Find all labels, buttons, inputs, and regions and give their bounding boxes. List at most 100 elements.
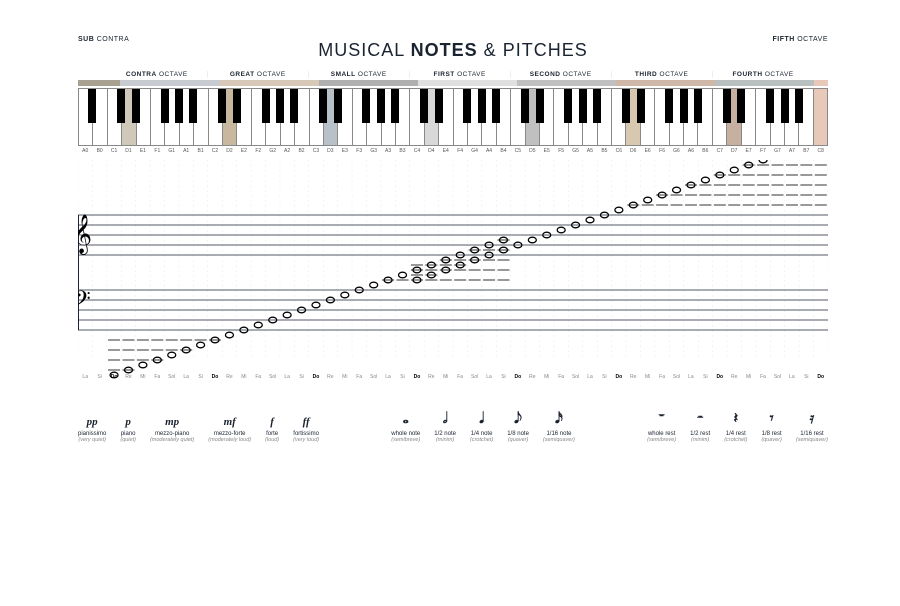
key-label: A4 [482,148,496,154]
black-key [175,89,183,123]
legend-item: 𝅝 whole note (semibreve) [391,410,420,443]
key-name-row: A0B0C1D1E1F1G1A1B1C2D2E2F2G2A2B2C3D3E3F3… [78,148,828,154]
colorbar-seg [814,80,828,86]
solfege-label: Fa [453,374,467,380]
solfege-label: Si [698,374,712,380]
key-label: E4 [439,148,453,154]
solfege-label: Fa [756,374,770,380]
octave-colorbar [78,80,828,86]
solfege-label: Do [410,374,424,380]
black-key [334,89,342,123]
key-label: G2 [265,148,279,154]
legend-item: ff fortissimo (very loud) [293,410,319,443]
solfege-label: Re [626,374,640,380]
key-label: F1 [150,148,164,154]
key-label: A5 [583,148,597,154]
solfege-label: Do [107,374,121,380]
legend-item: f forte (loud) [265,410,279,443]
key-label: C6 [612,148,626,154]
key-label: C5 [511,148,525,154]
black-key [694,89,702,123]
solfege-label: Sol [568,374,582,380]
staff-svg: 𝄞𝄢 [78,160,828,380]
legend-item: 𝄽 1/4 rest (crotchet) [724,410,747,443]
black-key [362,89,370,123]
key-label: F4 [453,148,467,154]
solfege-label: Sol [669,374,683,380]
key-label: C4 [410,148,424,154]
key-label: B7 [799,148,813,154]
key-label: D6 [626,148,640,154]
key-label: G7 [770,148,784,154]
legend-item: mp mezzo-piano (moderately quiet) [150,410,194,443]
octave-label: FIRST OCTAVE [410,71,511,78]
solfege-label: Do [309,374,323,380]
solfege-label: Do [814,374,828,380]
key-label: B4 [496,148,510,154]
solfege-label: La [785,374,799,380]
black-key [161,89,169,123]
key-label: E1 [136,148,150,154]
octave-labels: CONTRA OCTAVEGREAT OCTAVESMALL OCTAVEFIR… [78,71,828,78]
page-title: MUSICAL NOTES & PITCHES [78,40,828,61]
black-key [319,89,327,123]
solfege-label: Mi [237,374,251,380]
rests-group: 𝄻 whole rest (semibreve) 𝄼 1/2 rest (min… [647,410,828,443]
key-label: B3 [395,148,409,154]
colorbar-seg [616,80,715,86]
solfege-label: Re [525,374,539,380]
dynamics-group: pp pianissimo (very quiet) p piano (quie… [78,410,319,443]
black-key [132,89,140,123]
legend-item: 𝅘𝅥 1/4 note (crotchet) [470,410,493,443]
key-label: C1 [107,148,121,154]
legend-item: pp pianissimo (very quiet) [78,410,106,443]
solfege-label: Do [612,374,626,380]
colorbar-seg [517,80,616,86]
legend-item: 𝅘𝅥𝅯 1/16 note (semiquaver) [543,410,575,443]
key-label: A6 [684,148,698,154]
solfege-label: La [78,374,92,380]
solfege-label: Fa [150,374,164,380]
solfege-label: Re [222,374,236,380]
colorbar-seg [418,80,517,86]
solfege-label: La [684,374,698,380]
solfege-label: Do [713,374,727,380]
solfege-label: Fa [655,374,669,380]
black-key [637,89,645,123]
black-key [579,89,587,123]
key-label: D2 [222,148,236,154]
key-label: A2 [280,148,294,154]
colorbar-seg [220,80,319,86]
key-label: B2 [294,148,308,154]
black-key [88,89,96,123]
solfege-label: Si [395,374,409,380]
key-label: D3 [323,148,337,154]
colorbar-seg [120,80,219,86]
black-key [478,89,486,123]
solfege-label: Sol [467,374,481,380]
solfege-label: Si [799,374,813,380]
solfege-label: La [482,374,496,380]
key-label: G3 [366,148,380,154]
legend-item: 𝅘𝅥𝅮 1/8 note (quaver) [507,410,529,443]
key-label: E5 [540,148,554,154]
solfege-label: Fa [352,374,366,380]
solfege-label: Si [294,374,308,380]
note-values-group: 𝅝 whole note (semibreve) 𝅗𝅥 1/2 note (mi… [391,410,575,443]
solfege-label: Sol [265,374,279,380]
solfege-label: La [179,374,193,380]
solfege-label: Si [193,374,207,380]
key-label: A0 [78,148,92,154]
key-label: E3 [338,148,352,154]
key-label: E2 [237,148,251,154]
solfege-label: Re [121,374,135,380]
solfege-label: Fa [554,374,568,380]
key-label: F2 [251,148,265,154]
white-key [814,89,828,145]
black-key [276,89,284,123]
key-label: A3 [381,148,395,154]
octave-label: THIRD OCTAVE [612,71,713,78]
legend-row: pp pianissimo (very quiet) p piano (quie… [78,410,828,443]
solfege-label: Sol [366,374,380,380]
key-label: G4 [467,148,481,154]
